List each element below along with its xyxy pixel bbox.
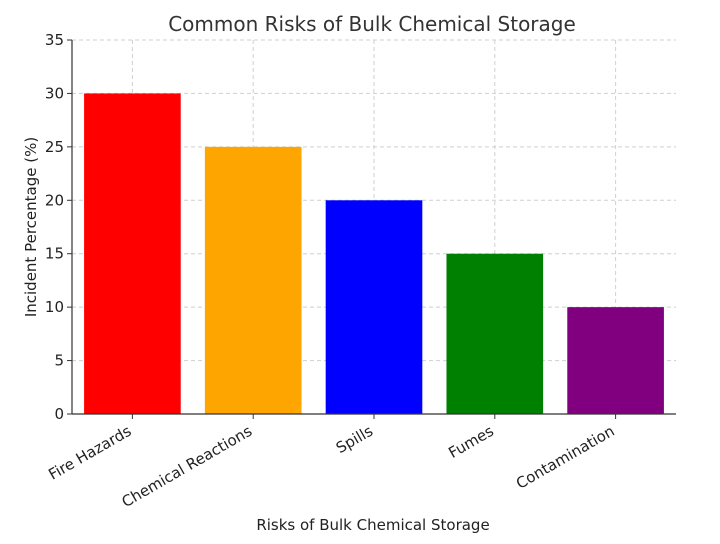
- y-ticks: 0 5 10 15 20 25 30 35: [45, 31, 72, 423]
- y-tick-label: 10: [45, 298, 64, 316]
- y-tick-label: 30: [45, 84, 64, 102]
- y-tick-label: 25: [45, 138, 64, 156]
- x-tick-label: Fumes: [445, 422, 497, 462]
- bar: [204, 146, 302, 414]
- x-tick-label: Fire Hazards: [45, 422, 134, 484]
- bars: [84, 93, 664, 414]
- x-tick-label: Chemical Reactions: [119, 422, 256, 511]
- x-axis-label: Risks of Bulk Chemical Storage: [256, 516, 489, 534]
- x-tick-label: Spills: [333, 422, 376, 457]
- bar: [325, 200, 423, 414]
- bar: [567, 307, 664, 414]
- y-axis-label: Incident Percentage (%): [22, 137, 40, 317]
- chart-title: Common Risks of Bulk Chemical Storage: [168, 12, 576, 36]
- x-tick-label: Contamination: [513, 422, 618, 493]
- bar: [446, 253, 544, 414]
- y-tick-label: 35: [45, 31, 64, 49]
- y-tick-label: 5: [54, 352, 64, 370]
- y-tick-label: 20: [45, 191, 64, 209]
- bar: [84, 93, 181, 414]
- y-tick-label: 15: [45, 245, 64, 263]
- y-tick-label: 0: [54, 405, 64, 423]
